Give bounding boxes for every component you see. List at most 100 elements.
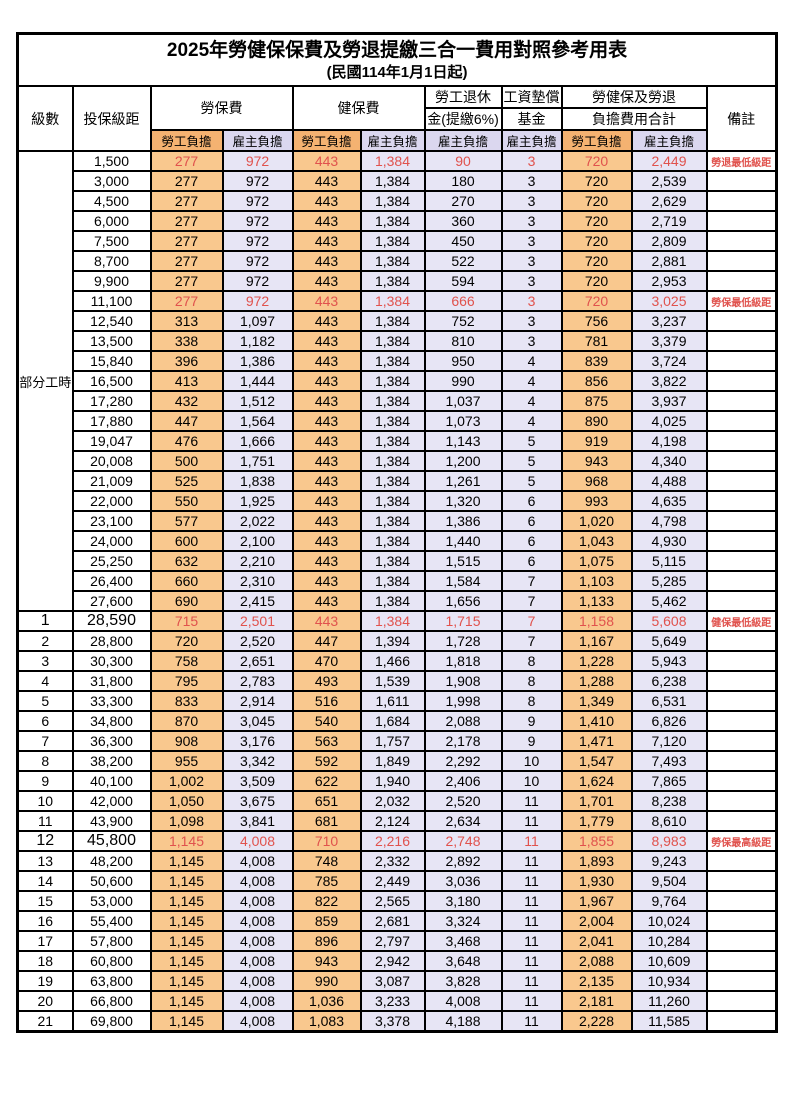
note-cell [705, 990, 778, 1012]
value-cell: 7 [500, 590, 563, 612]
value-cell: 1,097 [221, 310, 294, 332]
note-cell [705, 230, 778, 252]
value-cell: 10 [500, 750, 563, 772]
table-row: 8 38,200 955 3,342 592 1,849 2,292 10 1,547 7,493 [16, 750, 778, 772]
salary-cell: 21,009 [71, 470, 152, 492]
table-row: 14 50,600 1,145 4,008 785 2,449 3,036 11 1,930 9,… [16, 870, 778, 892]
value-cell: 3,087 [359, 970, 426, 992]
value-cell: 1,611 [359, 690, 426, 712]
value-cell: 500 [149, 450, 224, 472]
value-cell: 1,512 [221, 390, 294, 412]
note-cell [705, 670, 778, 692]
value-cell: 833 [149, 690, 224, 712]
value-cell: 11 [500, 990, 563, 1012]
value-cell: 443 [291, 210, 362, 232]
note-cell [705, 550, 778, 572]
level-cell-part-time: 部分工時 [16, 150, 74, 612]
value-cell: 10,024 [630, 910, 708, 932]
col-header-pension-line2: 金(提繳6%) [423, 107, 503, 131]
salary-cell: 24,000 [71, 530, 152, 552]
value-cell: 3,025 [630, 290, 708, 312]
col-header-total-line1: 勞健保及勞退 [560, 85, 708, 109]
value-cell: 3,648 [423, 950, 503, 972]
value-cell: 338 [149, 330, 224, 352]
value-cell: 10,934 [630, 970, 708, 992]
value-cell: 990 [423, 370, 503, 392]
value-cell: 443 [291, 270, 362, 292]
value-cell: 3 [500, 270, 563, 292]
note-cell [705, 870, 778, 892]
value-cell: 10,284 [630, 930, 708, 952]
value-cell: 1,384 [359, 330, 426, 352]
note-cell [705, 470, 778, 492]
value-cell: 11,585 [630, 1010, 708, 1033]
value-cell: 2,681 [359, 910, 426, 932]
value-cell: 2,539 [630, 170, 708, 192]
value-cell: 443 [291, 370, 362, 392]
value-cell: 1,384 [359, 510, 426, 532]
col-header-health-insurance: 健保費 [291, 85, 426, 131]
value-cell: 7,120 [630, 730, 708, 752]
value-cell: 522 [423, 250, 503, 272]
value-cell: 5,943 [630, 650, 708, 672]
value-cell: 277 [149, 230, 224, 252]
table-row: 10 42,000 1,050 3,675 651 2,032 2,520 11 1,701 8,… [16, 790, 778, 812]
value-cell: 1,288 [560, 670, 633, 692]
value-cell: 6 [500, 550, 563, 572]
value-cell: 277 [149, 250, 224, 272]
value-cell: 5 [500, 430, 563, 452]
value-cell: 2,415 [221, 590, 294, 612]
value-cell: 8,610 [630, 810, 708, 832]
value-cell: 1,103 [560, 570, 633, 592]
table-row: 15 53,000 1,145 4,008 822 2,565 3,180 11 1,967 9,… [16, 890, 778, 912]
salary-cell: 28,800 [71, 630, 152, 652]
level-cell: 4 [16, 670, 74, 692]
level-cell: 8 [16, 750, 74, 772]
value-cell: 443 [291, 250, 362, 272]
table-row: 17 57,800 1,145 4,008 896 2,797 3,468 11 2,041 10… [16, 930, 778, 952]
value-cell: 622 [291, 770, 362, 792]
value-cell: 1,384 [359, 290, 426, 312]
value-cell: 277 [149, 290, 224, 312]
value-cell: 1,020 [560, 510, 633, 532]
value-cell: 6 [500, 490, 563, 512]
value-cell: 7 [500, 630, 563, 652]
value-cell: 9,764 [630, 890, 708, 912]
value-cell: 2,041 [560, 930, 633, 952]
value-cell: 4,340 [630, 450, 708, 472]
value-cell: 785 [291, 870, 362, 892]
value-cell: 594 [423, 270, 503, 292]
salary-cell: 55,400 [71, 910, 152, 932]
value-cell: 443 [291, 150, 362, 172]
value-cell: 839 [560, 350, 633, 372]
value-cell: 432 [149, 390, 224, 412]
value-cell: 493 [291, 670, 362, 692]
salary-cell: 60,800 [71, 950, 152, 972]
value-cell: 6,531 [630, 690, 708, 712]
salary-cell: 53,000 [71, 890, 152, 912]
table-row: 6,000 277 972 443 1,384 360 3 720 2,719 [18, 210, 778, 232]
page-title: 2025年勞健保保費及勞退提繳三合一費用對照參考用表 [166, 40, 628, 62]
value-cell: 1,384 [359, 170, 426, 192]
value-cell: 1,384 [359, 210, 426, 232]
value-cell: 2,228 [560, 1010, 633, 1033]
value-cell: 972 [221, 290, 294, 312]
level-cell: 19 [16, 970, 74, 992]
value-cell: 3,378 [359, 1010, 426, 1033]
level-cell: 6 [16, 710, 74, 732]
note-cell [705, 330, 778, 352]
note-cell [705, 170, 778, 192]
value-cell: 11,260 [630, 990, 708, 1012]
table-row: 15,840 396 1,386 443 1,384 950 4 839 3,724 [18, 350, 778, 372]
value-cell: 443 [291, 170, 362, 192]
level-cell: 15 [16, 890, 74, 912]
note-cell [705, 690, 778, 712]
value-cell: 1,779 [560, 810, 633, 832]
value-cell: 972 [221, 250, 294, 272]
value-cell: 2,892 [423, 850, 503, 872]
value-cell: 443 [291, 350, 362, 372]
value-cell: 1,656 [423, 590, 503, 612]
value-cell: 993 [560, 490, 633, 512]
value-cell: 3,822 [630, 370, 708, 392]
value-cell: 4,635 [630, 490, 708, 512]
